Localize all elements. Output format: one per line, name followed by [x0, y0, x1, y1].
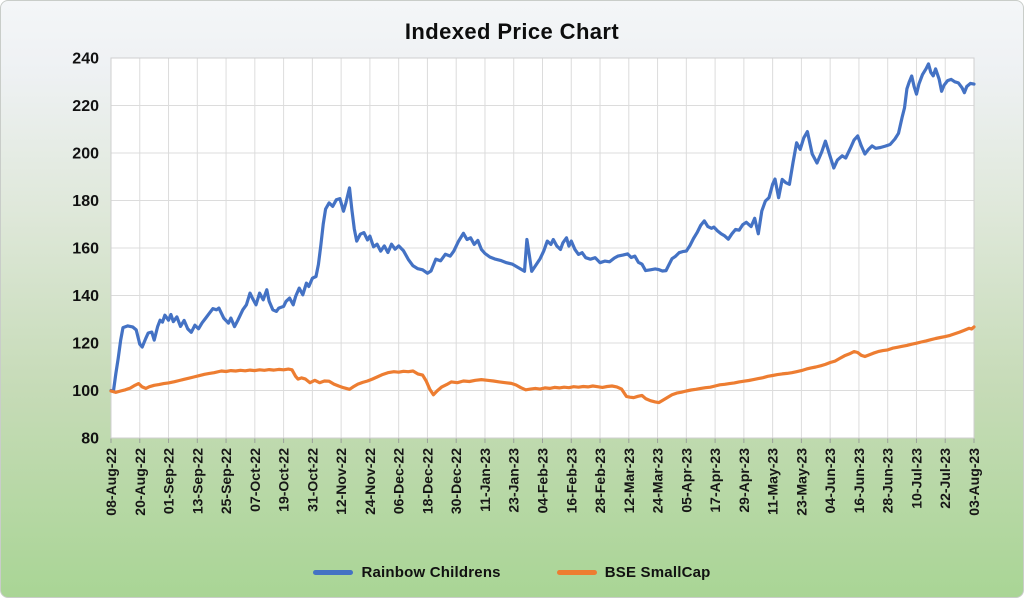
- x-tick-label: 19-Oct-22: [276, 448, 292, 512]
- x-tick-label: 12-Nov-22: [333, 448, 349, 515]
- legend-item-rainbow-childrens: Rainbow Childrens: [313, 564, 501, 581]
- x-tick-label: 06-Dec-22: [391, 448, 407, 514]
- x-tick-label: 28-Feb-23: [592, 448, 608, 514]
- y-tick-label: 220: [72, 98, 99, 115]
- legend-label: Rainbow Childrens: [361, 564, 501, 581]
- x-tick-label: 16-Jun-23: [851, 448, 867, 514]
- x-tick-label: 22-Jul-23: [937, 448, 953, 509]
- x-tick-label: 20-Aug-22: [132, 448, 148, 516]
- x-tick-label: 24-Mar-23: [650, 448, 666, 514]
- series-line-rainbow-childrens: [109, 62, 976, 394]
- legend-line-swatch-orange: [556, 570, 597, 575]
- x-tick-label: 11-May-23: [765, 448, 781, 515]
- x-tick-label: 03-Aug-23: [966, 448, 982, 516]
- y-tick-label: 80: [81, 431, 99, 448]
- x-tick-label: 04-Feb-23: [535, 448, 551, 514]
- x-tick-label: 31-Oct-22: [304, 448, 320, 512]
- x-tick-label: 08-Aug-22: [103, 448, 119, 516]
- plot-border: [110, 57, 975, 439]
- x-tick-label: 29-Apr-23: [736, 448, 752, 513]
- x-tick-label: 01-Sep-22: [161, 448, 177, 514]
- y-tick-label: 140: [72, 288, 99, 305]
- x-tick-label: 18-Dec-22: [419, 448, 435, 514]
- x-tick-label: 11-Jan-23: [477, 448, 493, 512]
- legend-item-bse-smallcap: BSE SmallCap: [556, 564, 711, 581]
- legend-line-swatch-blue: [313, 570, 354, 575]
- series-line-bse-smallcap: [109, 325, 976, 405]
- x-tick-label: 23-Jan-23: [506, 448, 522, 513]
- y-tick-label: 240: [72, 51, 99, 68]
- chart-title: Indexed Price Chart: [404, 19, 620, 44]
- x-tick-label: 25-Sep-22: [218, 448, 234, 514]
- x-tick-label: 07-Oct-22: [247, 448, 263, 512]
- y-tick-label: 160: [72, 241, 99, 258]
- y-tick-label: 100: [72, 383, 99, 400]
- y-tick-label: 200: [72, 146, 99, 163]
- x-tick-label: 30-Dec-22: [448, 448, 464, 514]
- x-tick-label: 13-Sep-22: [189, 448, 205, 514]
- legend-label: BSE SmallCap: [604, 564, 711, 581]
- x-tick-label: 10-Jul-23: [908, 448, 924, 509]
- x-tick-label: 04-Jun-23: [822, 448, 838, 514]
- x-tick-label: 05-Apr-23: [678, 448, 694, 513]
- x-tick-label: 28-Jun-23: [880, 448, 896, 514]
- x-tick-label: 12-Mar-23: [621, 448, 637, 514]
- y-tick-label: 180: [72, 193, 99, 210]
- x-tick-label: 17-Apr-23: [707, 448, 723, 513]
- y-tick-label: 120: [72, 336, 99, 353]
- x-tick-label: 16-Feb-23: [563, 448, 579, 514]
- x-tick-label: 24-Nov-22: [362, 448, 378, 515]
- x-tick-label: 23-May-23: [793, 448, 809, 516]
- chart-legend: Rainbow Childrens BSE SmallCap: [1, 564, 1023, 581]
